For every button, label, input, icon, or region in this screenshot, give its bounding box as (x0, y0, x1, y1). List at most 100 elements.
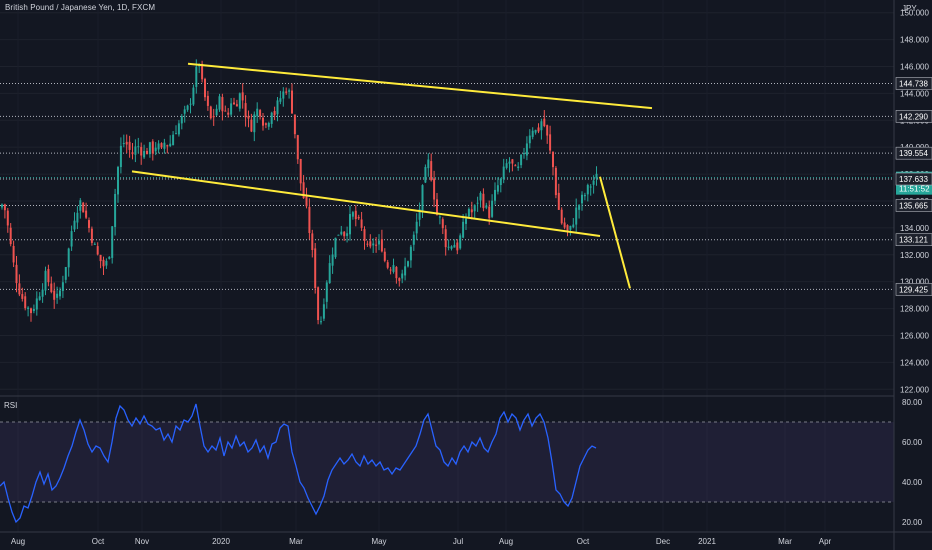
rsi-axis[interactable]: 20.00 40.00 60.00 80.00 (902, 398, 923, 527)
candle-body (343, 231, 346, 237)
price-tick-label: 130.000 (900, 278, 929, 287)
candle-body (151, 141, 154, 154)
rsi-tick-label: 40.00 (902, 478, 923, 487)
candle-body (549, 134, 552, 151)
candle-body (520, 154, 523, 166)
price-marker-lines (0, 82, 894, 290)
time-tick-label: Mar (289, 537, 303, 546)
price-marker-badge (895, 146, 932, 160)
candle-body (546, 125, 549, 136)
candle-body (302, 182, 305, 199)
price-tick-label: 126.000 (900, 331, 929, 340)
candle-body (511, 159, 514, 164)
trendline (187, 62, 653, 110)
price-tick-label: 148.000 (900, 36, 929, 45)
candle-body (357, 216, 360, 219)
candle-body (163, 142, 166, 149)
rsi-label: RSI (4, 401, 18, 410)
candle-body (285, 91, 288, 93)
candle-body (476, 202, 479, 204)
candle-body (154, 147, 157, 152)
candle-body (589, 186, 592, 188)
candle-body (262, 117, 264, 126)
candle-body (296, 135, 299, 160)
candle-body (6, 210, 9, 226)
trendlines[interactable] (131, 62, 653, 289)
candle-body (235, 104, 238, 107)
candle-body (166, 145, 169, 147)
price-marker-badge (895, 110, 932, 123)
time-tick-label: Oct (577, 537, 590, 546)
candle-body (221, 97, 224, 112)
candle-body (505, 163, 508, 168)
candle-body (169, 143, 172, 147)
candle-body (47, 268, 50, 283)
candle-body (53, 290, 56, 300)
price-axis[interactable]: 122.000 124.000 126.000 128.000 130.000 132.0… (895, 9, 932, 395)
time-tick-label: 2020 (212, 537, 230, 546)
candle-body (346, 233, 349, 236)
candle-body (256, 108, 259, 117)
candle-body (27, 307, 30, 310)
time-tick-label: Nov (135, 537, 149, 546)
price-tick-label: 134.000 (900, 224, 929, 233)
candle-body (276, 100, 279, 115)
time-axis[interactable]: Aug Oct Nov 2020 Mar May Jul Aug Oct Dec 2021 Mar Ap… (11, 537, 832, 546)
candle-body (96, 246, 99, 255)
candle-body (125, 141, 128, 145)
candle-body (540, 121, 543, 131)
candle-body (441, 219, 444, 229)
candle-body (337, 234, 340, 236)
candle-body (82, 202, 85, 213)
candle-body (372, 243, 375, 246)
candles (1, 59, 598, 325)
candle-body (99, 254, 102, 262)
price-tick-label: 150.000 (900, 9, 929, 18)
candle-body (552, 152, 554, 168)
candle-body (50, 283, 53, 293)
candle-body (482, 193, 485, 209)
candle-body (517, 166, 520, 169)
candle-body (175, 133, 177, 135)
rsi-line (0, 403, 597, 524)
candle-body (122, 142, 125, 144)
price-tick-label: 146.000 (900, 62, 929, 71)
candle-body (459, 235, 462, 249)
candle-body (398, 278, 401, 281)
candle-body (386, 262, 389, 268)
price-marker-value: 135.665 (899, 201, 928, 210)
candle-body (450, 246, 453, 249)
candle-body (30, 308, 32, 314)
candle-body (70, 231, 73, 247)
candle-body (108, 256, 111, 259)
candle-body (560, 209, 563, 224)
candle-body (12, 245, 15, 263)
candle-body (209, 106, 212, 119)
candle-body (447, 246, 450, 248)
candle-body (76, 212, 79, 223)
candle-body (331, 254, 334, 266)
candle-body (41, 289, 44, 297)
candle-body (64, 267, 67, 280)
candle-body (322, 304, 325, 319)
candle-body (314, 248, 317, 289)
candle-body (250, 119, 253, 132)
candle-body (409, 246, 412, 261)
countdown-value: 11:51:52 (899, 185, 930, 194)
candle-body (491, 200, 494, 217)
candle-body (21, 294, 24, 299)
candle-body (73, 220, 76, 230)
rsi-band-fill (0, 422, 894, 502)
candle-body (502, 166, 505, 180)
countdown-badge (896, 183, 932, 195)
candle-body (531, 130, 534, 137)
time-tick-label: Mar (778, 537, 792, 546)
candle-body (415, 221, 418, 234)
candle-body (131, 152, 134, 155)
candle-body (201, 63, 204, 80)
candle-body (473, 205, 476, 212)
candle-body (563, 222, 566, 228)
candle-body (496, 185, 499, 192)
candle-body (569, 225, 572, 230)
chart-title: British Pound / Japanese Yen, 1D, FXCM (5, 3, 156, 12)
